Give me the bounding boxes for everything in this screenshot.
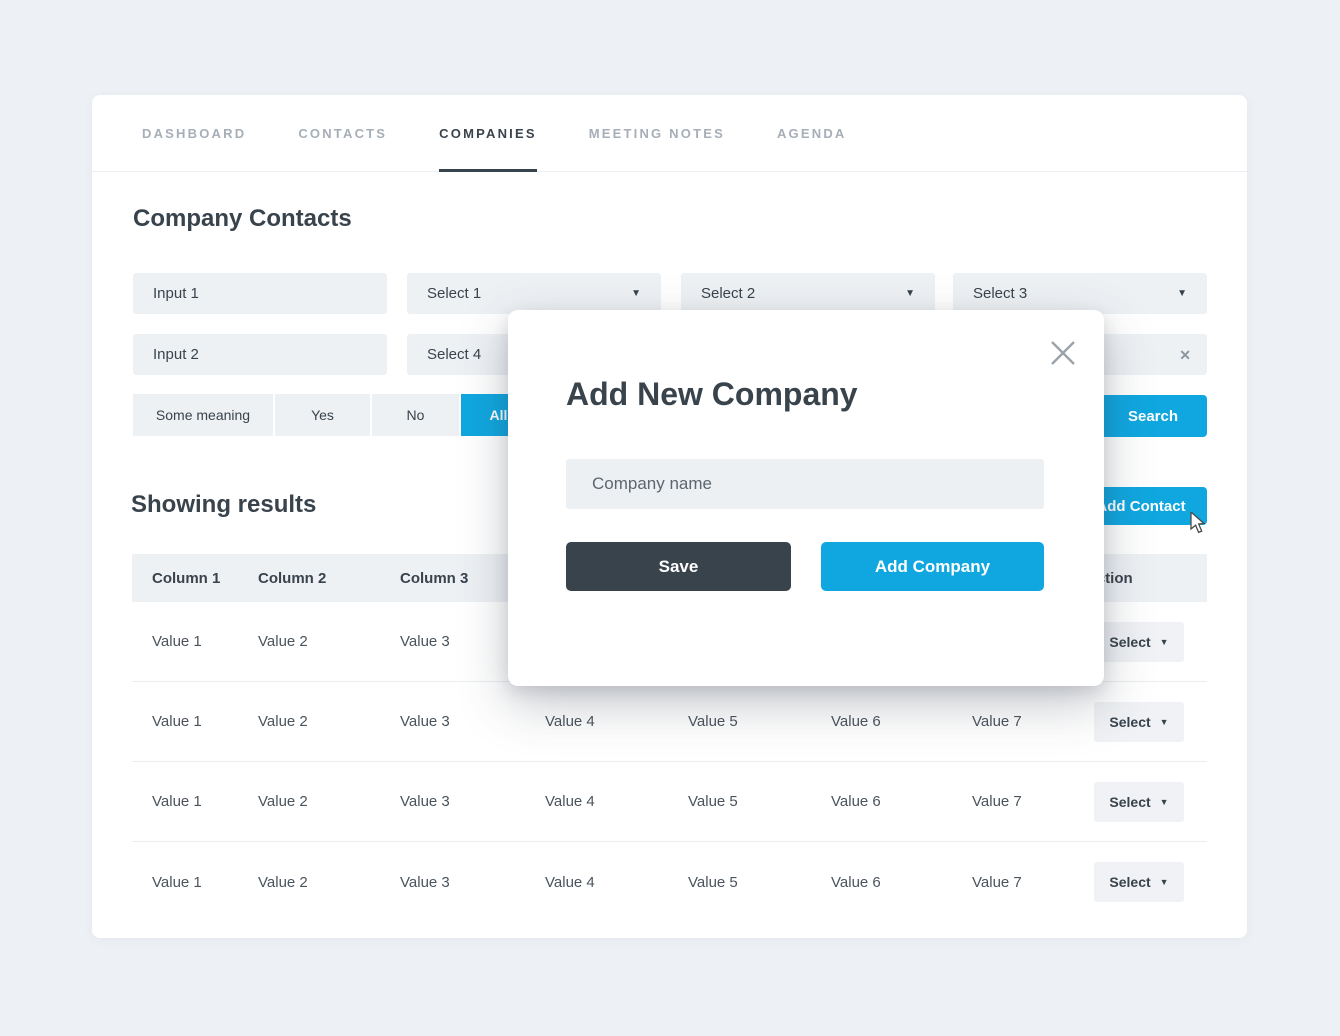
filter-select-2[interactable]: Select 2 ▼ (681, 273, 935, 314)
table-cell: Value 2 (258, 633, 308, 650)
company-name-input[interactable] (566, 459, 1044, 509)
page-title: Company Contacts (133, 205, 352, 232)
table-cell: Value 1 (152, 713, 202, 730)
table-body: Value 1 Value 2 Value 3 Value 4 Value 5 … (132, 602, 1207, 922)
filter-input-1 (133, 273, 387, 314)
table-cell-action: Select ▼ (1086, 862, 1207, 902)
table-cell-action: Select ▼ (1086, 701, 1207, 742)
table-cell: Value 1 (152, 633, 202, 650)
table-cell: Value 5 (688, 873, 738, 891)
table-row: Value 1 Value 2 Value 3 Value 4 Value 5 … (132, 682, 1207, 762)
filter-select-1[interactable]: Select 1 ▼ (407, 273, 661, 314)
table-cell: Value 3 (400, 713, 450, 730)
table-cell: Value 2 (258, 873, 308, 891)
row-select-button[interactable]: Select ▼ (1094, 781, 1184, 822)
segment-some-meaning[interactable]: Some meaning (133, 394, 273, 436)
tab-companies[interactable]: COMPANIES (439, 95, 537, 172)
row-select-label: Select (1109, 874, 1151, 890)
table-cell: Value 5 (688, 793, 738, 810)
segmented-control: Some meaning Yes No All (133, 394, 538, 436)
add-company-modal: Add New Company Save Add Company (508, 310, 1104, 686)
table-cell: Value 2 (258, 793, 308, 810)
tab-meeting-notes[interactable]: MEETING NOTES (588, 125, 725, 141)
tab-dashboard[interactable]: DASHBOARD (142, 125, 247, 141)
table-cell: Value 4 (545, 713, 595, 730)
table-cell: Value 5 (688, 713, 738, 730)
select-2-label: Select 2 (701, 285, 756, 302)
table-cell-action: Select ▼ (1086, 621, 1207, 662)
table-cell: Value 3 (400, 793, 450, 810)
table-cell: Value 7 (972, 713, 1022, 730)
search-button[interactable]: Search (1099, 395, 1207, 437)
results-heading: Showing results (131, 491, 317, 518)
add-company-button[interactable]: Add Company (821, 542, 1044, 591)
segment-yes[interactable]: Yes (275, 394, 370, 436)
filter-select-3[interactable]: Select 3 ▼ (953, 273, 1207, 314)
table-cell: Value 7 (972, 793, 1022, 810)
table-cell: Value 2 (258, 713, 308, 730)
segment-no[interactable]: No (372, 394, 459, 436)
tab-agenda[interactable]: AGENDA (776, 125, 847, 141)
column-header: Column 2 (258, 569, 327, 587)
table-cell: Value 1 (152, 873, 202, 891)
chevron-down-icon: ▼ (905, 288, 915, 299)
close-icon[interactable] (1048, 338, 1078, 368)
filter-input-2 (133, 334, 387, 375)
table-cell: Value 3 (400, 633, 450, 650)
input-1-field[interactable] (153, 285, 367, 302)
table-row: Value 1 Value 2 Value 3 Value 4 Value 5 … (132, 762, 1207, 842)
chevron-down-icon: ▼ (1159, 716, 1169, 727)
row-select-button[interactable]: Select ▼ (1094, 701, 1184, 742)
chevron-down-icon: ▼ (1177, 288, 1187, 299)
row-select-label: Select (1109, 713, 1151, 730)
row-select-label: Select (1109, 793, 1151, 810)
table-cell: Value 7 (972, 873, 1022, 891)
row-select-button[interactable]: Select ▼ (1094, 862, 1184, 902)
chevron-down-icon: ▼ (1159, 636, 1169, 647)
select-3-label: Select 3 (973, 285, 1028, 302)
top-nav: DASHBOARD CONTACTS COMPANIES MEETING NOT… (92, 95, 1247, 172)
input-2-field[interactable] (153, 346, 367, 363)
table-cell-action: Select ▼ (1086, 781, 1207, 822)
save-button[interactable]: Save (566, 542, 791, 591)
clear-x-icon[interactable]: ✕ (1179, 346, 1191, 363)
column-header: Column 3 (400, 569, 469, 587)
table-cell: Value 4 (545, 793, 595, 810)
select-4-label: Select 4 (427, 346, 482, 363)
table-cell: Value 3 (400, 873, 450, 891)
table-cell: Value 6 (831, 713, 881, 730)
table-cell: Value 6 (831, 793, 881, 810)
row-select-label: Select (1109, 633, 1151, 650)
chevron-down-icon: ▼ (1159, 796, 1169, 807)
table-row: Value 1 Value 2 Value 3 Value 4 Value 5 … (132, 842, 1207, 922)
column-header: Column 1 (152, 569, 221, 587)
select-1-label: Select 1 (427, 285, 482, 302)
column-header-action: Action (1086, 569, 1133, 587)
tab-contacts[interactable]: CONTACTS (298, 125, 388, 141)
table-cell: Value 6 (831, 873, 881, 891)
row-select-button[interactable]: Select ▼ (1094, 621, 1184, 662)
table-cell: Value 4 (545, 873, 595, 891)
chevron-down-icon: ▼ (631, 288, 641, 299)
chevron-down-icon: ▼ (1159, 877, 1169, 887)
table-cell: Value 1 (152, 793, 202, 810)
modal-title: Add New Company (566, 376, 858, 412)
